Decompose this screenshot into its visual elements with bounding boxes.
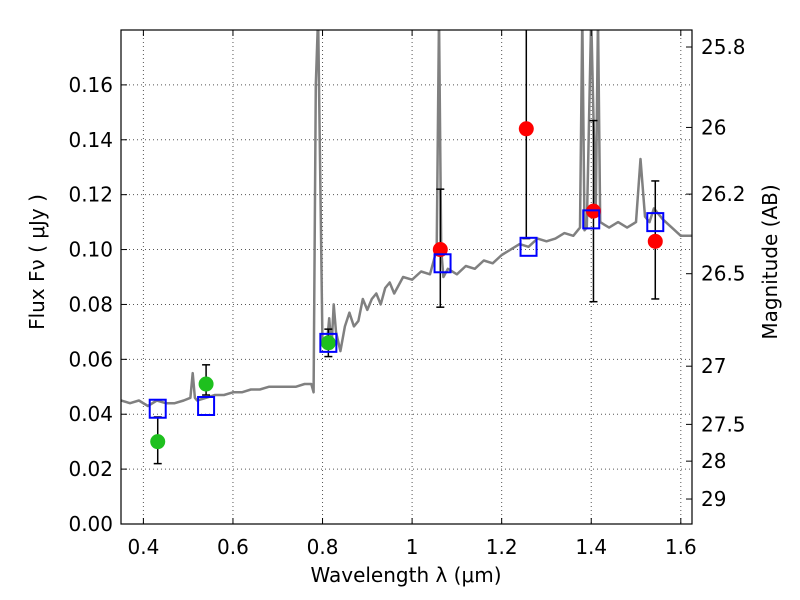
y-tick-label: 0.02 <box>68 457 113 481</box>
model-point <box>319 332 338 353</box>
y-tick-label: 0.00 <box>68 512 113 536</box>
data-point <box>198 376 214 392</box>
y-tick-label: 0.16 <box>68 73 113 97</box>
y-tick-label: 0.04 <box>68 402 113 426</box>
y-tick-label: 0.08 <box>68 292 113 316</box>
y2-tick-label: 29 <box>701 487 726 511</box>
data-point <box>518 121 534 137</box>
y2-tick-label: 27.5 <box>701 412 746 436</box>
x-tick-label: 1.2 <box>486 535 518 559</box>
y-tick-label: 0.06 <box>68 347 113 371</box>
y-axis-label: Flux Fν ( μJy ) <box>25 194 49 330</box>
data-point <box>647 233 663 249</box>
model-point <box>433 253 452 274</box>
axes: 0.4 0.6 0.8 1 1.2 1.4 1.6 0.00 0.02 0.04 0.06 0.08 0… <box>68 30 746 559</box>
x-axis-label: Wavelength λ (μm) <box>310 563 501 587</box>
y2-tick-label: 26.5 <box>701 262 746 286</box>
y2-tick-label: 25.8 <box>701 35 746 59</box>
model-point <box>582 209 601 230</box>
x-tick-label: 0.8 <box>307 535 339 559</box>
x-tick-label: 1 <box>406 535 419 559</box>
data-point <box>320 335 336 351</box>
y-tick-label: 0.12 <box>68 183 113 207</box>
spectrum-line <box>121 30 692 408</box>
y2-axis-label: Magnitude (AB) <box>758 184 782 339</box>
plot-area <box>121 30 692 465</box>
x-tick-label: 1.6 <box>665 535 697 559</box>
plot-frame <box>120 29 693 525</box>
y-tick-label: 0.14 <box>68 128 113 152</box>
x-tick-label: 1.4 <box>575 535 607 559</box>
y2-tick-label: 26.2 <box>701 182 746 206</box>
x-tick-label: 0.4 <box>127 535 159 559</box>
y2-tick-label: 27 <box>701 354 726 378</box>
x-tick-label: 0.6 <box>217 535 249 559</box>
model-point <box>148 398 167 419</box>
y-tick-label: 0.10 <box>68 238 113 262</box>
y2-tick-label: 28 <box>701 449 726 473</box>
model-point <box>519 236 538 257</box>
model-point <box>646 212 665 233</box>
y2-tick-label: 26 <box>701 115 726 139</box>
data-point <box>150 434 166 450</box>
model-point <box>197 395 216 416</box>
